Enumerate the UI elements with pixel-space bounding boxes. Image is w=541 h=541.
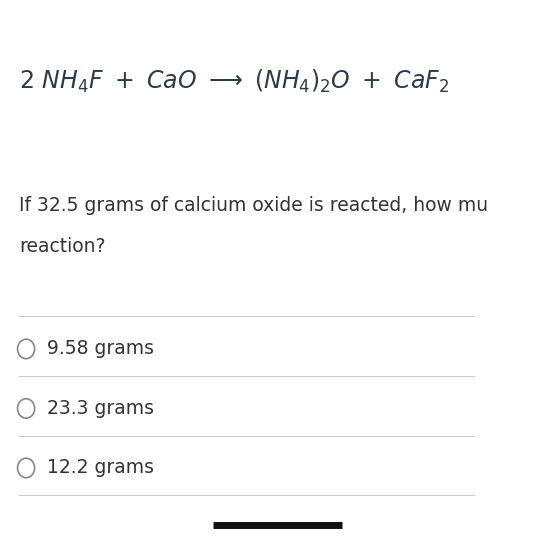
- Text: $2\ NH_4F\ +\ CaO\ \longrightarrow\ (NH_4)_2O\ +\ CaF_2$: $2\ NH_4F\ +\ CaO\ \longrightarrow\ (NH_…: [19, 68, 449, 95]
- Text: 12.2 grams: 12.2 grams: [48, 458, 154, 478]
- Text: reaction?: reaction?: [19, 236, 105, 256]
- Text: If 32.5 grams of calcium oxide is reacted, how mu: If 32.5 grams of calcium oxide is reacte…: [19, 196, 488, 215]
- Text: 9.58 grams: 9.58 grams: [48, 339, 154, 359]
- Text: 23.3 grams: 23.3 grams: [48, 399, 154, 418]
